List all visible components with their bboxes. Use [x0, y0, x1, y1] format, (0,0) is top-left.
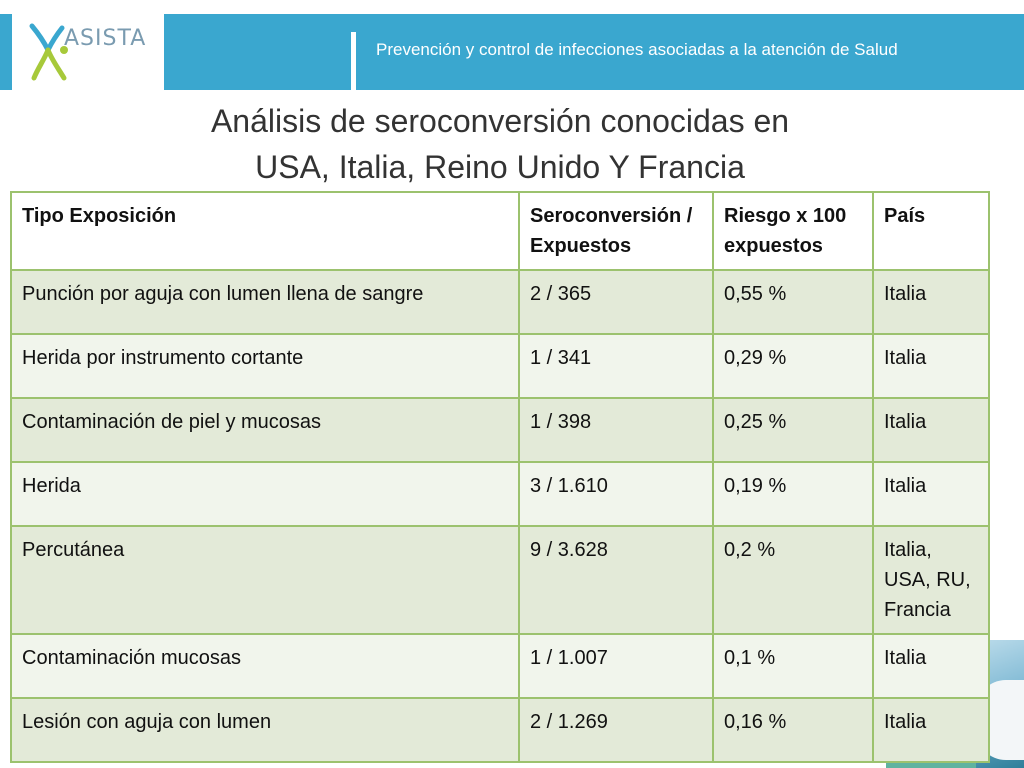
cell-seroconversion: 9 / 3.628	[518, 525, 714, 635]
header-pais: País	[872, 191, 990, 271]
data-table: Tipo Exposición Seroconversión / Expuest…	[10, 191, 990, 763]
cell-riesgo: 0,55 %	[712, 269, 874, 335]
header-tagline: Prevención y control de infecciones asoc…	[376, 40, 898, 59]
cell-riesgo: 0,16 %	[712, 697, 874, 763]
cell-pais: Italia	[872, 333, 990, 399]
table-row: Herida por instrumento cortante 1 / 341 …	[10, 333, 990, 399]
table-row: Lesión con aguja con lumen 2 / 1.269 0,1…	[10, 697, 990, 763]
slide-title-line-2: USA, Italia, Reino Unido Y Francia	[255, 149, 745, 185]
cell-pais: Italia	[872, 633, 990, 699]
cell-pais: Italia	[872, 397, 990, 463]
table-row: Herida 3 / 1.610 0,19 % Italia	[10, 461, 990, 527]
cell-pais: Italia	[872, 697, 990, 763]
cell-seroconversion: 1 / 341	[518, 333, 714, 399]
cell-seroconversion: 2 / 1.269	[518, 697, 714, 763]
cell-tipo: Percutánea	[10, 525, 520, 635]
table-row: Contaminación de piel y mucosas 1 / 398 …	[10, 397, 990, 463]
cell-riesgo: 0,1 %	[712, 633, 874, 699]
cell-riesgo: 0,29 %	[712, 333, 874, 399]
cell-riesgo: 0,25 %	[712, 397, 874, 463]
table-row: Contaminación mucosas 1 / 1.007 0,1 % It…	[10, 633, 990, 699]
cell-seroconversion: 2 / 365	[518, 269, 714, 335]
logo-text: ASISTA	[64, 26, 147, 51]
cell-pais: Italia	[872, 461, 990, 527]
cell-riesgo: 0,19 %	[712, 461, 874, 527]
header-tipo-exposicion: Tipo Exposición	[10, 191, 520, 271]
cell-riesgo: 0,2 %	[712, 525, 874, 635]
cell-tipo: Punción por aguja con lumen llena de san…	[10, 269, 520, 335]
header-left-stripe	[0, 14, 12, 90]
cell-tipo: Herida	[10, 461, 520, 527]
cell-seroconversion: 3 / 1.610	[518, 461, 714, 527]
slide-title: Análisis de seroconversión conocidas en …	[120, 98, 880, 190]
cell-tipo: Contaminación mucosas	[10, 633, 520, 699]
table-header-row: Tipo Exposición Seroconversión / Expuest…	[10, 191, 990, 271]
header-riesgo: Riesgo x 100 expuestos	[712, 191, 874, 271]
cell-tipo: Herida por instrumento cortante	[10, 333, 520, 399]
cell-seroconversion: 1 / 398	[518, 397, 714, 463]
header-band	[164, 14, 1024, 90]
header-seroconversion: Seroconversión / Expuestos	[518, 191, 714, 271]
cell-pais: Italia, USA, RU, Francia	[872, 525, 990, 635]
logo: ASISTA	[12, 14, 162, 90]
cell-tipo: Contaminación de piel y mucosas	[10, 397, 520, 463]
asista-logo-icon	[29, 23, 68, 81]
seroconversion-table: Tipo Exposición Seroconversión / Expuest…	[10, 191, 990, 763]
table-row: Percutánea 9 / 3.628 0,2 % Italia, USA, …	[10, 525, 990, 635]
table-row: Punción por aguja con lumen llena de san…	[10, 269, 990, 335]
cell-tipo: Lesión con aguja con lumen	[10, 697, 520, 763]
cell-pais: Italia	[872, 269, 990, 335]
slide-title-line-1: Análisis de seroconversión conocidas en	[210, 103, 790, 139]
header-divider	[351, 32, 356, 90]
cell-seroconversion: 1 / 1.007	[518, 633, 714, 699]
